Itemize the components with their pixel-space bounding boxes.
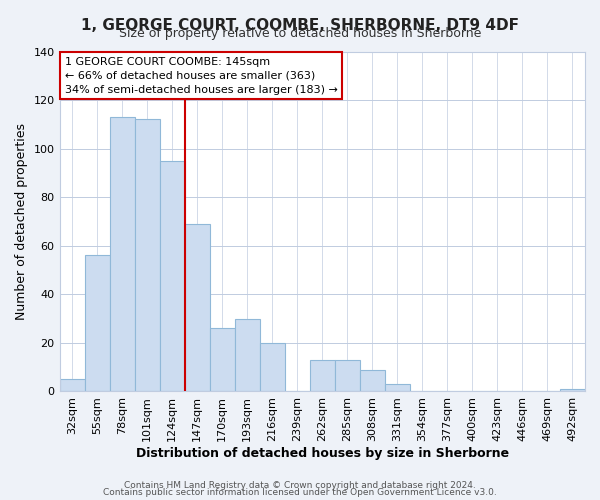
Bar [560,389,585,392]
Bar [209,328,235,392]
Bar [160,161,185,392]
Text: 1, GEORGE COURT, COOMBE, SHERBORNE, DT9 4DF: 1, GEORGE COURT, COOMBE, SHERBORNE, DT9 … [81,18,519,32]
Text: Size of property relative to detached houses in Sherborne: Size of property relative to detached ho… [119,28,481,40]
Bar [235,318,260,392]
Bar [360,370,385,392]
Text: Contains HM Land Registry data © Crown copyright and database right 2024.: Contains HM Land Registry data © Crown c… [124,480,476,490]
Bar [185,224,209,392]
Bar [385,384,410,392]
Text: 1 GEORGE COURT COOMBE: 145sqm
← 66% of detached houses are smaller (363)
34% of : 1 GEORGE COURT COOMBE: 145sqm ← 66% of d… [65,56,338,94]
Y-axis label: Number of detached properties: Number of detached properties [15,123,28,320]
Bar [85,256,110,392]
Bar [59,380,85,392]
X-axis label: Distribution of detached houses by size in Sherborne: Distribution of detached houses by size … [136,447,509,460]
Bar [134,120,160,392]
Bar [335,360,360,392]
Text: Contains public sector information licensed under the Open Government Licence v3: Contains public sector information licen… [103,488,497,497]
Bar [110,117,134,392]
Bar [260,343,285,392]
Bar [310,360,335,392]
